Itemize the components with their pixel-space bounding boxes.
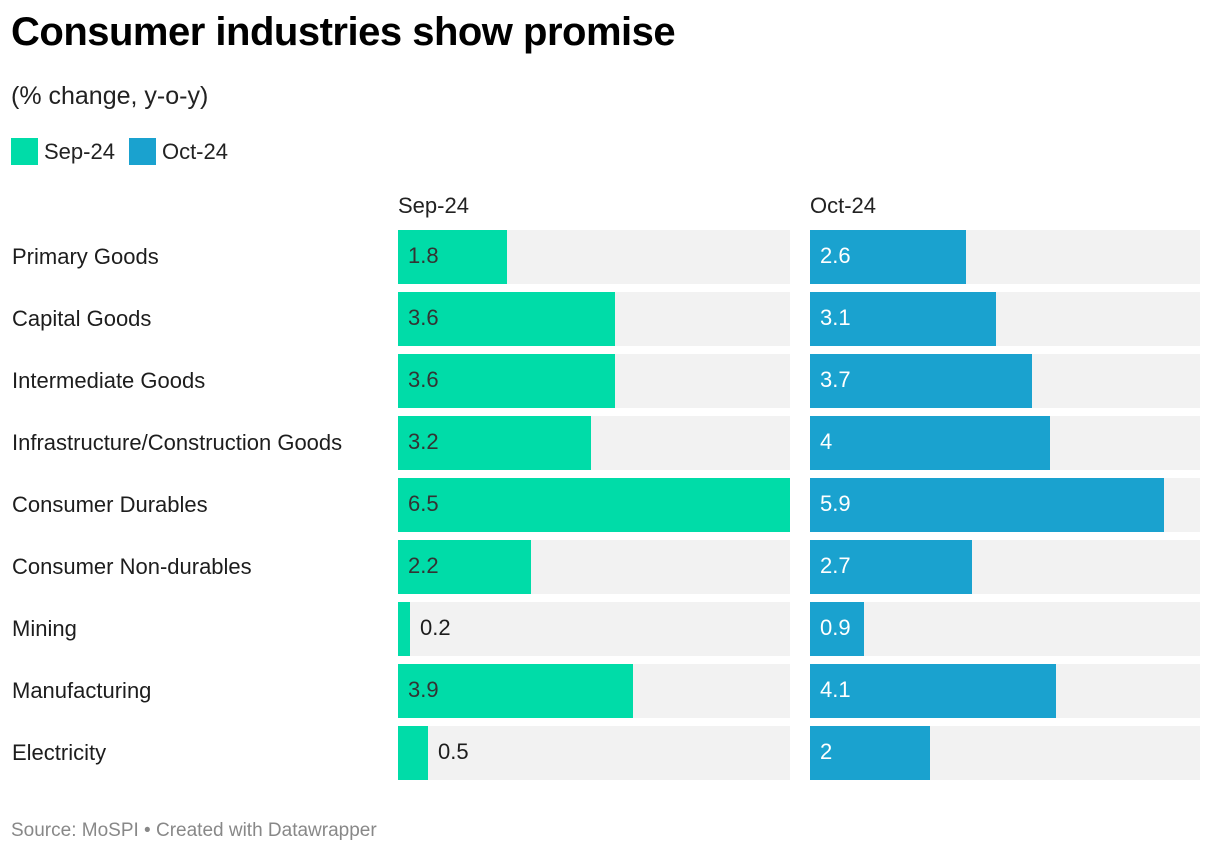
bar-value-label: 3.1: [820, 305, 851, 330]
bar-oct-24-intermediate-goods: [810, 354, 1032, 408]
column-header-sep-24: Sep-24: [398, 193, 469, 218]
bar-value-label: 2: [820, 739, 833, 764]
bar-oct-24-consumer-non-durables: [810, 540, 972, 594]
bar-track: 4.1: [810, 664, 1200, 718]
bar-oct-24-consumer-durables: [810, 478, 1164, 532]
bar-value-label: 0.5: [438, 739, 469, 764]
bar-track: 2.7: [810, 540, 1200, 594]
bar-value-label: 3.6: [408, 305, 439, 330]
legend-item-sep-24: Sep-24: [11, 138, 115, 165]
bar-value-label: 2.7: [820, 553, 851, 578]
row-label-consumer-durables: Consumer Durables: [12, 492, 208, 517]
bar-track: 0.9: [810, 602, 1200, 656]
bar-track: 1.8: [398, 230, 790, 284]
bar-sep-24-consumer-durables: [398, 478, 790, 532]
bar-track: 2: [810, 726, 1200, 780]
bar-value-label: 2.6: [820, 243, 851, 268]
legend-label-oct-24: Oct-24: [161, 138, 228, 164]
bar-track: 3.7: [810, 354, 1200, 408]
bar-sep-24-infrastructure-construction-goods: [398, 416, 591, 470]
row-label-electricity: Electricity: [12, 740, 107, 765]
bar-oct-24-primary-goods: [810, 230, 966, 284]
bar-track: 4: [810, 416, 1200, 470]
bar-track: 0.2: [398, 602, 790, 656]
bar-oct-24-manufacturing: [810, 664, 1056, 718]
bar-value-label: 3.7: [820, 367, 851, 392]
bar-value-label: 1.8: [408, 243, 439, 268]
bar-track: 3.6: [398, 354, 790, 408]
row-label-intermediate-goods: Intermediate Goods: [12, 368, 206, 393]
row-label-mining: Mining: [12, 616, 77, 641]
legend-label-sep-24: Sep-24: [44, 138, 115, 164]
bar-value-label: 2.2: [408, 553, 439, 578]
bar-oct-24-capital-goods: [810, 292, 996, 346]
bar-track: 3.6: [398, 292, 790, 346]
legend-item-oct-24: Oct-24: [128, 138, 228, 165]
source-note: Source: MoSPI • Created with Datawrapper: [11, 820, 377, 841]
bar-sep-24-capital-goods: [398, 292, 615, 346]
bar-value-label: 6.5: [408, 491, 439, 516]
chart-subtitle: (% change, y-o-y): [11, 82, 209, 110]
bar-oct-24-mining: [810, 602, 864, 656]
bar-sep-24-intermediate-goods: [398, 354, 615, 408]
bar-value-label: 3.2: [408, 429, 439, 454]
bar-sep-24-electricity: [398, 726, 428, 780]
row-label-primary-goods: Primary Goods: [12, 244, 159, 269]
bar-track: 5.9: [810, 478, 1200, 532]
bar-sep-24-consumer-non-durables: [398, 540, 531, 594]
bar-sep-24-primary-goods: [398, 230, 507, 284]
bar-oct-24-electricity: [810, 726, 930, 780]
bar-track: 2.2: [398, 540, 790, 594]
bar-value-label: 5.9: [820, 491, 851, 516]
legend: Sep-24 Oct-24: [11, 138, 242, 165]
row-label-capital-goods: Capital Goods: [12, 306, 152, 331]
bar-oct-24-infrastructure-construction-goods: [810, 416, 1050, 470]
legend-swatch-sep-24: [11, 138, 38, 165]
row-label-manufacturing: Manufacturing: [12, 678, 152, 703]
bar-value-label: 0.2: [420, 615, 451, 640]
bar-track: 3.9: [398, 664, 790, 718]
bar-value-label: 0.9: [820, 615, 851, 640]
bar-track: 3.1: [810, 292, 1200, 346]
bar-value-label: 3.9: [408, 677, 439, 702]
bar-value-label: 4: [820, 429, 833, 454]
row-label-consumer-non-durables: Consumer Non-durables: [12, 554, 252, 579]
bar-sep-24-manufacturing: [398, 664, 633, 718]
legend-swatch-oct-24: [128, 138, 156, 165]
bar-value-label: 3.6: [408, 367, 439, 392]
row-label-infrastructure-construction-goods: Infrastructure/Construction Goods: [12, 430, 343, 455]
bar-value-label: 4.1: [820, 677, 851, 702]
column-header-oct-24: Oct-24: [810, 193, 877, 218]
bar-track: 0.5: [398, 726, 790, 780]
bar-track: 3.2: [398, 416, 790, 470]
bar-track: 6.5: [398, 478, 790, 532]
bar-track: 2.6: [810, 230, 1200, 284]
chart-title: Consumer industries show promise: [11, 10, 676, 54]
bar-sep-24-mining: [398, 602, 410, 656]
